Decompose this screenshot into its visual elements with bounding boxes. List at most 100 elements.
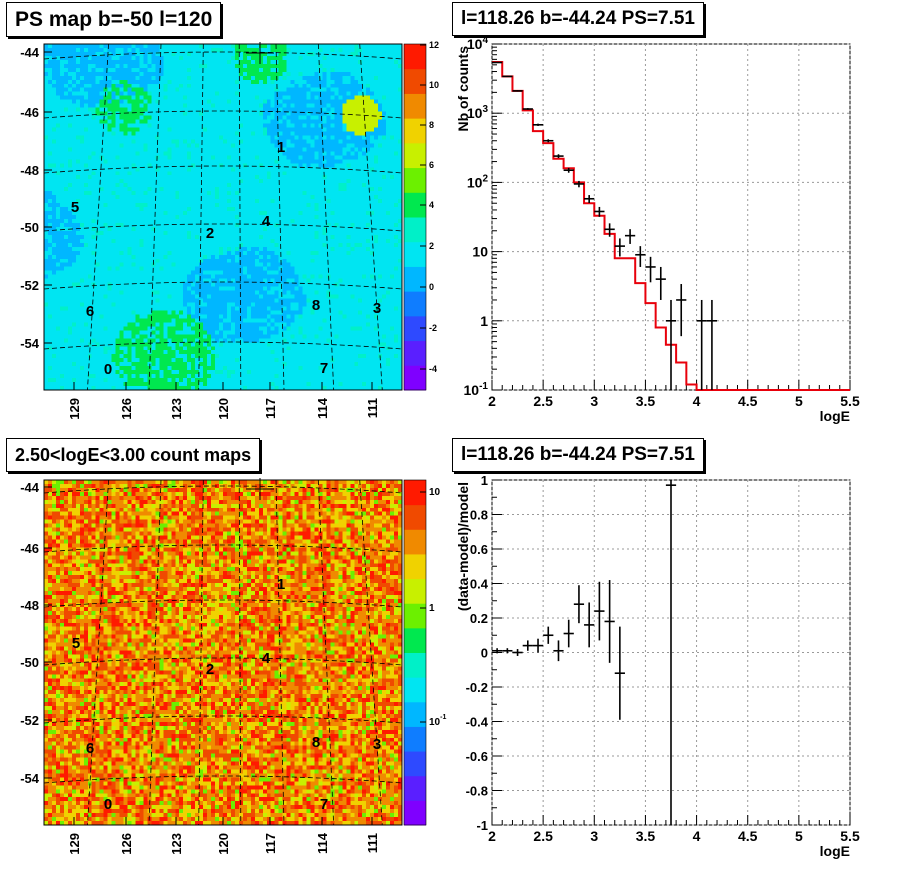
colorbar-segment [404, 93, 426, 119]
colorbar-segment [404, 627, 426, 653]
colorbar-segment [404, 192, 426, 218]
graticule-lat-line [43, 544, 403, 553]
x-tick-label: 111 [365, 833, 380, 853]
graticule-lon-line [359, 43, 383, 391]
colorbar-segment [404, 480, 426, 506]
graticule-lon-line [87, 479, 109, 826]
graticule-lon-line [317, 43, 335, 391]
source-label: 7 [320, 796, 328, 813]
source-label: 6 [86, 303, 94, 320]
y-tick-label: -54 [20, 771, 40, 786]
colorbar-segment [404, 217, 426, 243]
spectrum-panel: 2 2.5 3 3.5 4 4.5 5 5.5 10-1 1 10 102 103 104 logE Nb o… [449, 0, 898, 435]
x-tick-label: 117 [263, 833, 278, 854]
y-tick-label: -0.6 [466, 749, 488, 764]
colorbar-segment [404, 553, 426, 580]
graticule-lon-line [275, 479, 285, 826]
graticule-lon-line [198, 43, 204, 391]
y-tick-label: 0.8 [470, 508, 488, 523]
graticule-lat-line [43, 341, 403, 350]
graticule-lon-line [87, 43, 109, 391]
graticule-lon-line [238, 479, 242, 826]
graticule-lat-line [43, 715, 403, 724]
y-tick-label: -54 [20, 336, 40, 351]
count-map-panel: -44 -46 -48 -50 -52 -54 129 126 123 120 117 114 111 1… [0, 435, 449, 871]
colorbar-segment [404, 291, 426, 317]
source-label: 4 [262, 650, 271, 667]
x-tick-label: 3.5 [636, 393, 656, 409]
colorbar-tick-label: 10 [429, 487, 441, 498]
y-tick-label: 0.4 [470, 577, 489, 592]
x-tick-label: 3 [590, 393, 598, 409]
x-tick-label: 2 [488, 393, 496, 409]
x-tick-label: 126 [119, 833, 134, 855]
source-label: 5 [72, 635, 80, 652]
x-axis-title: logE [820, 408, 850, 424]
graticule-lat-line [43, 110, 403, 119]
x-tick-label: 5.5 [840, 828, 860, 844]
source-label: 4 [262, 213, 271, 230]
colorbar-segment [404, 365, 426, 391]
colorbar-segment [404, 800, 426, 826]
x-tick-label: 4 [693, 393, 701, 409]
x-tick-label: 5 [795, 828, 803, 844]
colorbar-tick-label: 8 [429, 120, 434, 130]
x-tick-label: 2 [488, 828, 496, 844]
source-label: 8 [312, 297, 320, 314]
x-tick-label: 5 [795, 393, 803, 409]
colorbar-tick-label: 10-1 [429, 714, 446, 728]
graticule-lat-line [43, 281, 403, 290]
graticule-lat-line [43, 51, 403, 60]
graticule-lat-line [43, 599, 403, 608]
source-label: 7 [320, 360, 328, 377]
colorbar-segment [404, 142, 426, 169]
y-tick-label: -1 [476, 818, 488, 833]
graticule-lon-line [317, 479, 335, 826]
x-axis-title: logE [820, 843, 850, 859]
x-tick-label: 129 [67, 398, 82, 420]
colorbar-segment [404, 504, 426, 530]
colorbar-segment [404, 68, 426, 94]
graticule-lat-line [43, 485, 403, 494]
colorbar-tick-label: 6 [429, 160, 434, 170]
graticule-lat-line [43, 223, 403, 232]
y-tick-label: -52 [20, 713, 39, 728]
map-raster-holder [44, 44, 402, 390]
y-tick-label: 10-1 [464, 381, 489, 398]
x-tick-label: 126 [119, 398, 134, 420]
x-tick-label: 3.5 [636, 828, 656, 844]
y-tick-label: -0.4 [466, 715, 489, 730]
colorbar-segment [404, 340, 426, 366]
colorbar-segment [404, 578, 426, 604]
spectrum-title: l=118.26 b=-44.24 PS=7.51 [452, 2, 704, 36]
source-label: 6 [86, 740, 94, 757]
x-tick-label: 120 [216, 833, 231, 855]
source-label: 8 [312, 734, 320, 751]
graticule-lon-line [238, 43, 242, 391]
colorbar-segment [404, 315, 426, 342]
colorbar-segment [404, 266, 426, 292]
y-tick-label: 104 [467, 35, 489, 52]
source-label: 5 [71, 199, 79, 216]
y-tick-label: 0.6 [470, 542, 488, 557]
y-tick-label: 1 [481, 473, 488, 488]
colorbar-segment [404, 44, 426, 70]
colorbar-segment [404, 677, 426, 703]
residual-chart: 2 2.5 3 3.5 4 4.5 5 5.5 1 0.8 0.6 0.4 0.2 0 -0.2 -0.4 -0… [455, 473, 860, 859]
graticule-lon-line [275, 43, 285, 391]
x-tick-label: 123 [169, 398, 184, 420]
source-label: 3 [373, 736, 381, 753]
colorbar-segment [404, 603, 426, 629]
y-tick-label: -0.8 [466, 784, 488, 799]
x-tick-label: 5.5 [840, 393, 860, 409]
source-label: 0 [104, 796, 112, 813]
graticule-lon-line [359, 479, 383, 826]
y-tick-label: -44 [20, 45, 40, 60]
y-tick-label: -48 [20, 163, 39, 178]
y-tick-label: -46 [20, 541, 39, 556]
y-tick-label: -50 [20, 655, 39, 670]
sky-map-image [44, 44, 402, 390]
sky-map-image [44, 480, 402, 825]
